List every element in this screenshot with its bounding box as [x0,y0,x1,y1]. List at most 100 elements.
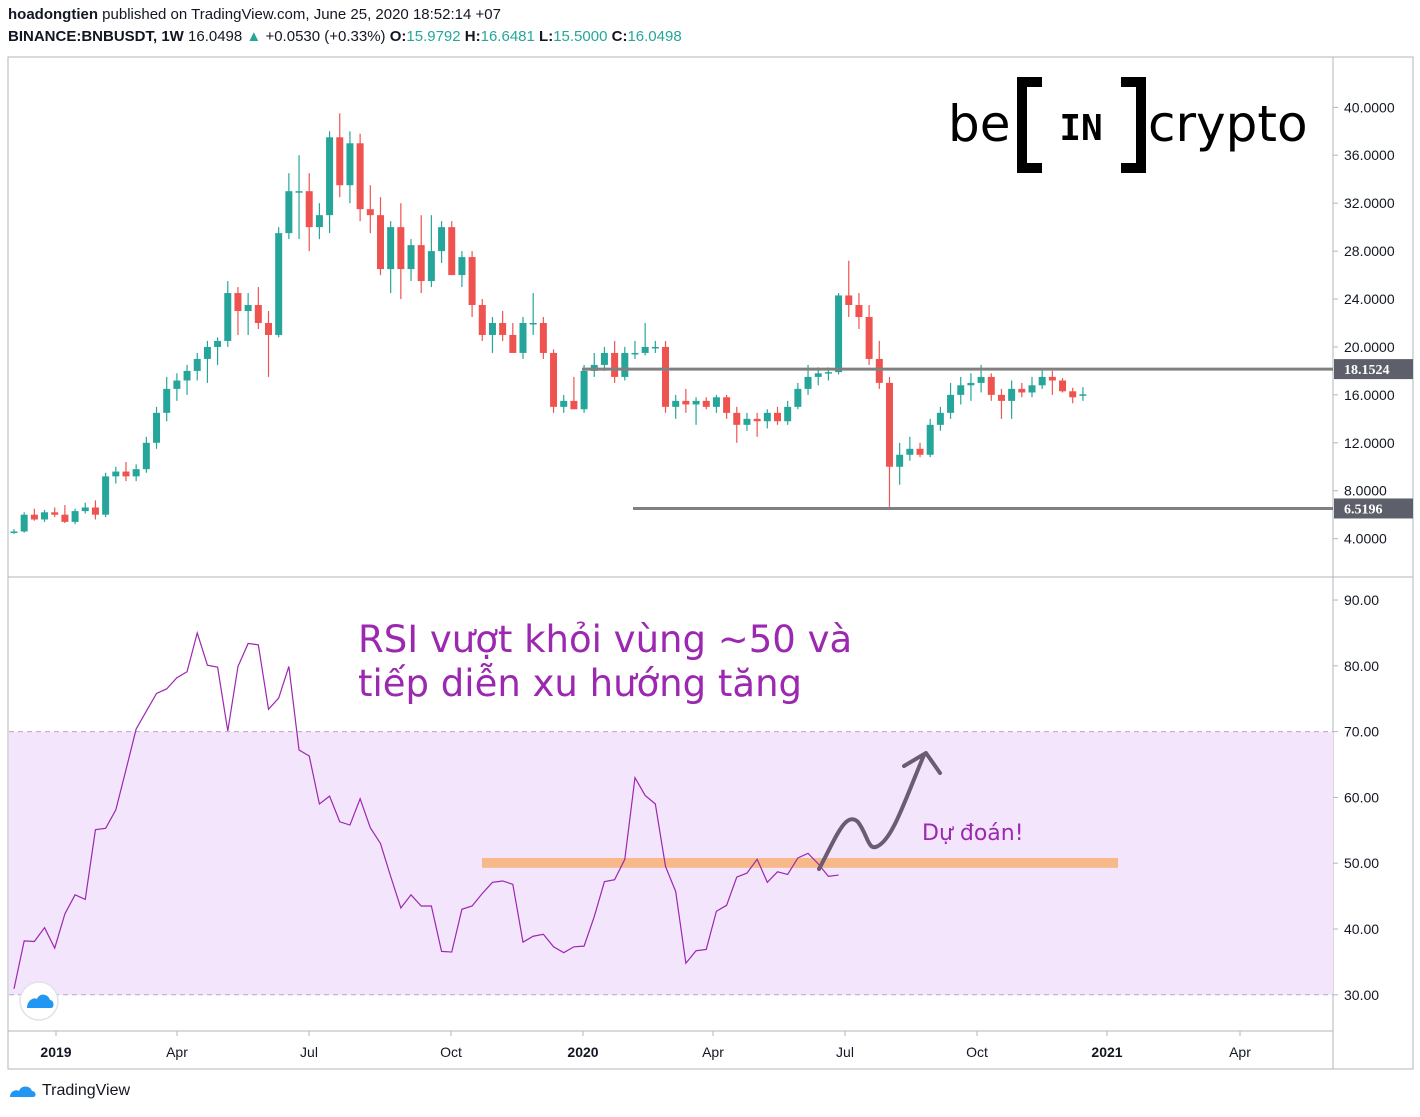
annotation-title-2: tiếp diễn xu hướng tăng [358,662,802,705]
time-tick-label: 2020 [567,1044,598,1060]
candle-body [611,352,619,377]
rsi-line [13,630,839,990]
candle [733,406,741,443]
candle-body [1079,394,1087,396]
candle-body [81,507,89,512]
footer-brand[interactable]: TradingView [42,1082,131,1099]
candle [417,215,425,294]
candle-body [173,380,181,389]
price-tick-label: 24.0000 [1344,291,1395,307]
candle [1038,368,1046,389]
candle-body [672,400,680,407]
price-tick-label: 36.0000 [1344,147,1395,163]
candle-body [763,412,771,422]
candle-body [376,215,384,270]
time-axis[interactable]: 2019 Apr Jul Oct 2020 Apr Jul Oct 2021 Apr [40,1031,1251,1060]
symbol-label[interactable]: BINANCE:BNBUSDT, 1W [8,28,184,45]
rsi-tick-label: 80.00 [1344,658,1379,674]
candle-body [224,293,232,341]
candle [499,311,507,341]
candle [173,373,181,401]
candle [234,287,242,335]
rsi-support-zone[interactable] [482,857,1118,868]
candle-body [550,352,558,407]
candle-body [682,400,690,405]
candle [947,382,955,419]
beincrypto-logo: be IN crypto [948,77,1308,173]
candle [326,131,334,234]
candle-body [753,418,761,422]
candle [784,400,792,425]
price-change: +0.0530 (+0.33%) [265,28,386,45]
candle-body [427,251,435,282]
candle-body [641,346,649,353]
candle [163,376,171,422]
candle [214,337,222,365]
candle-body [651,346,659,349]
candle [875,340,883,389]
time-tick-label: Apr [166,1044,188,1060]
candle [193,352,201,381]
close-value: 16.0498 [627,28,682,45]
candle-body [1059,380,1067,392]
candle-body [662,346,670,407]
candle [651,340,659,353]
forecast-arrow-head-icon [902,751,942,775]
candle [1008,380,1016,419]
candle-body [570,400,578,410]
candle-body [102,476,110,515]
high-value: 16.6481 [480,28,535,45]
candle-body [41,512,49,520]
candle-body [936,412,944,425]
price-tick-label: 28.0000 [1344,243,1395,259]
candle-body [275,233,283,335]
candle-body [733,412,741,425]
candle-body [51,512,59,515]
candle [203,340,211,383]
price-tick-label: 12.0000 [1344,435,1395,451]
level-price-tag [1334,498,1413,519]
candle-body [438,227,446,252]
candle [936,406,944,431]
footer: TradingView [8,1081,130,1101]
time-tick-label: Apr [1229,1044,1251,1060]
candle-body [1028,385,1036,393]
candle-body [91,507,99,515]
candle [468,251,476,317]
candle [641,322,649,356]
candle-body [305,191,313,228]
candle [244,293,252,335]
candle-body [529,322,537,325]
candle [967,373,975,401]
candle [997,388,1005,419]
price-axis[interactable]: 40.0000 36.0000 32.0000 28.0000 24.0000 20.00… [1333,99,1395,547]
candle [315,203,323,240]
price-tick-label: 32.0000 [1344,195,1395,211]
candle [855,293,863,329]
time-tick-label: Oct [966,1044,988,1060]
candle-body [407,245,415,270]
level-price-label: 18.1524 [1344,363,1390,378]
candle [438,221,446,264]
rsi-axis[interactable]: 90.00 80.00 70.00 60.00 50.00 40.00 30.00 [1333,592,1379,1003]
logo-bracket-right-icon [1121,77,1146,173]
candle [265,311,272,377]
candle-body [295,191,303,193]
candle-body [244,305,252,312]
candle-body [804,376,812,389]
candle-body [214,340,222,347]
time-tick-label: Apr [702,1044,724,1060]
tradingview-cloud-icon [27,994,54,1008]
tv-watermark-button[interactable] [19,981,59,1021]
rsi-tick-label: 60.00 [1344,789,1379,805]
candle-body [336,137,344,186]
candle-body [122,471,130,477]
candle [621,346,629,381]
author-name[interactable]: hoadongtien [8,6,98,23]
candle [987,373,995,401]
candle [427,215,435,288]
rsi-tick-label: 50.00 [1344,855,1379,871]
candle-body [723,397,731,413]
candle [30,508,38,521]
